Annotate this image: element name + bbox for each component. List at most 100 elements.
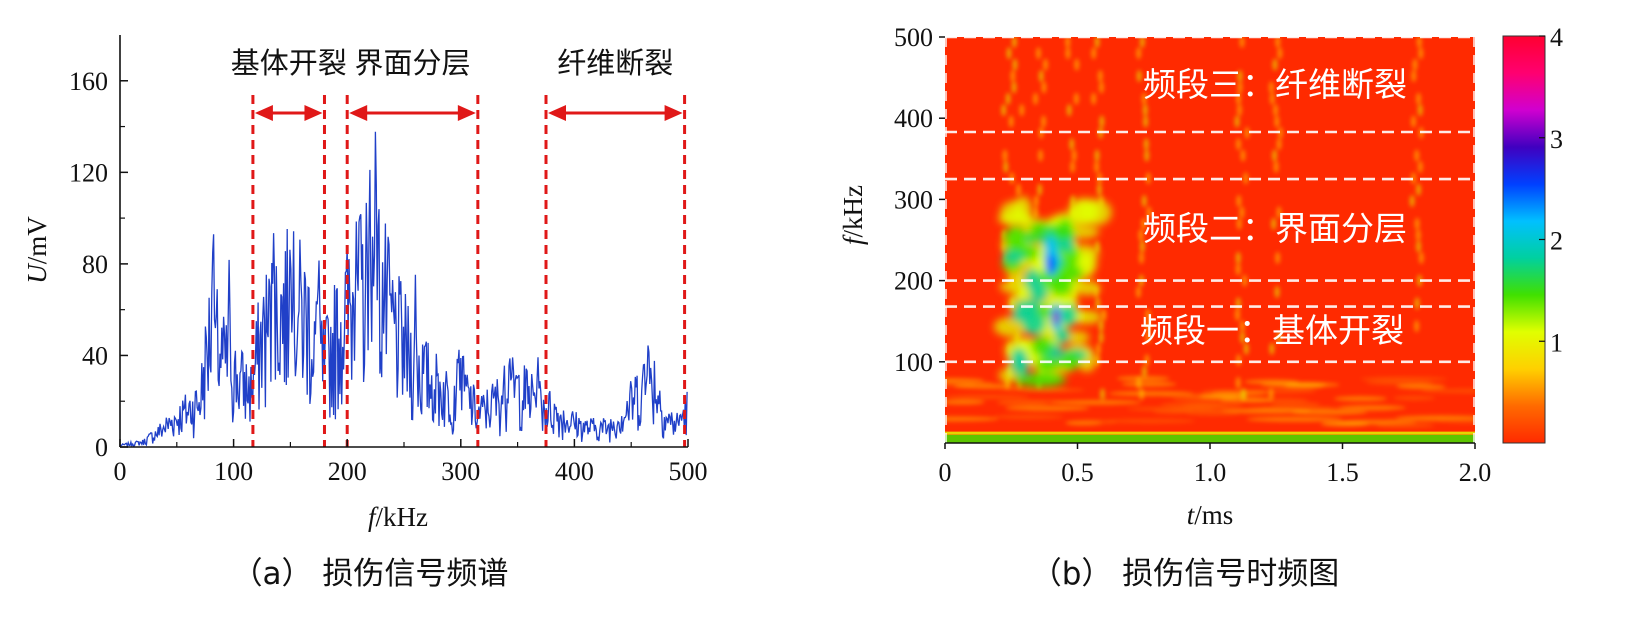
heatmap-blob xyxy=(1141,92,1147,105)
heatmap-blob xyxy=(1144,354,1150,367)
heatmap-blob xyxy=(1234,115,1240,128)
heatmap-blob xyxy=(1014,372,1067,387)
time-frequency-axes: 100 200 300 400 500 0 0.5 1.0 1.5 2.0 xyxy=(894,23,1491,487)
heatmap-blob xyxy=(1066,104,1072,117)
band-arrow-head-right xyxy=(457,105,476,121)
heatmap-blob xyxy=(1237,69,1243,82)
heatmap-blob xyxy=(1243,172,1249,185)
heatmap-blob xyxy=(1417,104,1423,117)
heatmap-blob xyxy=(1012,196,1032,224)
spectrum-chart: 基体开裂 界面分层 纤维断裂 0 40 80 120 160 0 100 200 300 400 500… xyxy=(22,35,708,592)
band-arrow-head-right xyxy=(664,105,683,121)
heatmap-blob xyxy=(1269,342,1275,355)
spectrum-axes: 0 40 80 120 160 0 100 200 300 400 500 xyxy=(69,35,708,486)
heatmap-blob xyxy=(1276,206,1282,219)
heatmap-blob xyxy=(1054,327,1071,344)
heatmap-blob xyxy=(1059,236,1074,253)
heatmap-blob xyxy=(945,416,999,422)
heatmap-blob xyxy=(1268,81,1274,94)
y-tick-label: 300 xyxy=(894,185,933,214)
heatmap-blob xyxy=(1099,115,1105,128)
baseline-edge xyxy=(945,431,1475,435)
heatmap-blob xyxy=(1239,388,1317,394)
heatmap-blob xyxy=(1415,229,1421,242)
heatmap-blob xyxy=(1277,47,1283,60)
heatmap-blob xyxy=(1409,195,1415,208)
heatmap-blob xyxy=(1416,240,1422,253)
time-frequency-caption: （b） 损伤信号时频图 xyxy=(1031,556,1340,592)
x-tick-label: 2.0 xyxy=(1459,458,1492,487)
heatmap-blob xyxy=(1143,115,1149,128)
heatmap-blob xyxy=(1001,104,1007,117)
energy-cluster xyxy=(993,196,1112,387)
heatmap-blob xyxy=(1094,37,1100,48)
x-tick-label: 300 xyxy=(441,457,480,486)
colorbar-tick-label: 2 xyxy=(1550,227,1563,256)
heatmap-blob xyxy=(1073,92,1079,105)
heatmap-blob xyxy=(1376,423,1435,429)
heatmap-blob xyxy=(1136,69,1142,82)
colorbar-tick-label: 1 xyxy=(1550,328,1563,357)
spectrum-series-line xyxy=(119,131,688,449)
x-tick-label: 400 xyxy=(555,457,594,486)
colorbar-gradient xyxy=(1502,35,1546,444)
heatmap-blob xyxy=(1054,313,1059,322)
heatmap-blob xyxy=(1035,357,1061,372)
heatmap-blob xyxy=(1019,104,1025,117)
spectrum-plot-area: 基体开裂 界面分层 纤维断裂 xyxy=(119,46,688,449)
heatmap-blob xyxy=(1418,47,1424,60)
heatmap-blob xyxy=(1320,421,1370,427)
heatmap-blob xyxy=(1003,160,1009,173)
heatmap-blob xyxy=(1393,395,1436,401)
heatmap-blob xyxy=(1028,226,1043,244)
heatmap-blob xyxy=(1096,183,1102,196)
heatmap-blob xyxy=(1276,138,1282,151)
heatmap-blob xyxy=(1242,274,1248,287)
heatmap-blob xyxy=(1116,375,1170,381)
x-tick-label: 0 xyxy=(114,457,127,486)
heatmap-blob xyxy=(1094,149,1100,162)
heatmap-blob xyxy=(1145,308,1151,321)
heatmap-blob xyxy=(1365,380,1433,386)
heatmap-blob xyxy=(1384,417,1444,423)
heatmap-blob xyxy=(1303,407,1393,413)
heatmap-blob xyxy=(1272,58,1278,71)
heatmap-blob xyxy=(1244,126,1250,139)
heatmap-blob xyxy=(1417,274,1423,287)
colorbar: 1 2 3 4 xyxy=(1502,23,1563,444)
heatmap-blob xyxy=(1160,402,1228,408)
heatmap-blob xyxy=(1004,226,1028,249)
heatmap-blob xyxy=(998,399,1069,405)
heatmap-blob xyxy=(1031,336,1053,357)
heatmap-blob xyxy=(1135,285,1141,298)
heatmap-blob xyxy=(1420,388,1475,394)
heatmap-blob xyxy=(1142,104,1148,117)
heatmap-blob xyxy=(1074,58,1080,71)
heatmap-blob xyxy=(945,399,985,405)
x-tick-label: 100 xyxy=(214,457,253,486)
colorbar-tick-label: 4 xyxy=(1550,23,1563,52)
heatmap-blob xyxy=(1236,354,1242,367)
spectrum-caption: （a） 损伤信号频谱 xyxy=(232,556,509,592)
heatmap-blob xyxy=(1033,195,1039,208)
x-tick-label: 200 xyxy=(328,457,367,486)
heatmap-blob xyxy=(1011,81,1017,94)
heatmap-blob xyxy=(1096,342,1102,355)
heatmap-blob xyxy=(1071,149,1077,162)
heatmap-blob xyxy=(1412,58,1418,71)
y-tick-label: 500 xyxy=(894,23,933,52)
low-frequency-band xyxy=(945,375,1475,429)
heatmap-blob xyxy=(1234,308,1240,321)
heatmap-blob xyxy=(1141,195,1147,208)
heatmap-blob xyxy=(1011,37,1017,48)
heatmap-blob xyxy=(1274,285,1280,298)
heatmap-blob xyxy=(1199,394,1247,400)
y-tick-label: 120 xyxy=(69,158,108,187)
band-label: 界面分层 xyxy=(355,46,471,80)
y-tick-label: 160 xyxy=(69,67,108,96)
heatmap-blob xyxy=(1098,81,1104,94)
heatmap-blob xyxy=(1236,217,1242,230)
heatmap-blob xyxy=(1144,149,1150,162)
heatmap-blob xyxy=(1141,365,1147,378)
